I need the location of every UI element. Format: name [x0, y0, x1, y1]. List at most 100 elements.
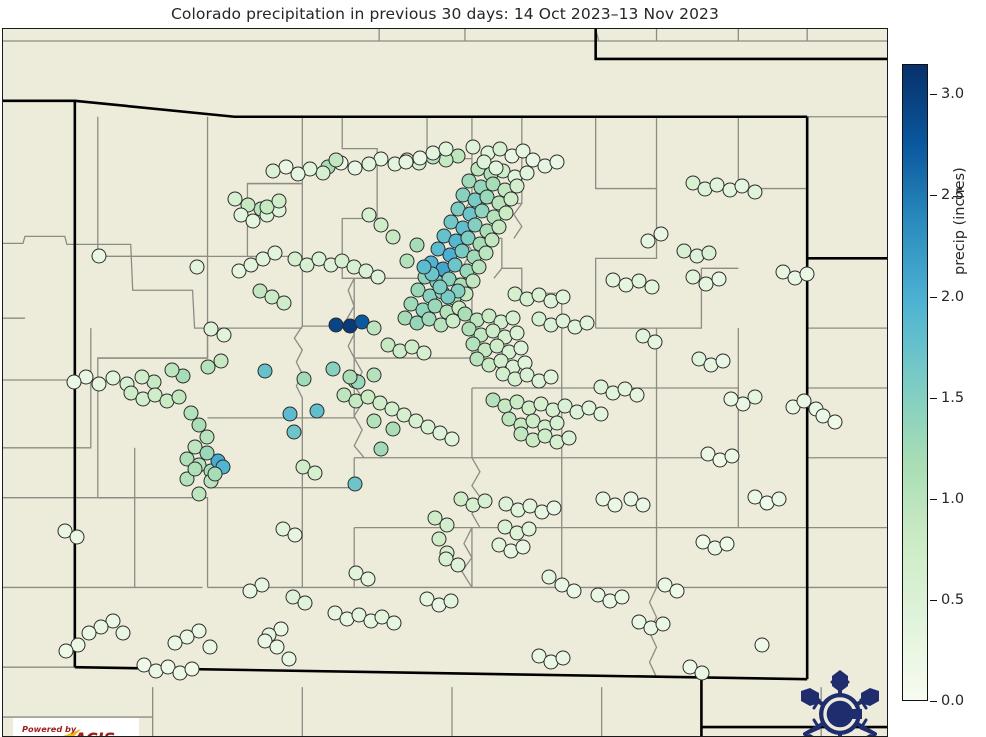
colorbar-tick-label: 3.0 — [941, 86, 965, 103]
station-marker — [509, 325, 525, 341]
station-marker — [416, 259, 432, 275]
state-boundaries — [3, 29, 887, 736]
colorbar-axis-label: precip (inches) — [952, 167, 968, 275]
colorbar-tick-label: 0.0 — [941, 693, 965, 709]
station-marker — [488, 160, 504, 176]
station-marker — [799, 266, 815, 282]
station-marker — [827, 414, 843, 430]
station-marker — [347, 476, 363, 492]
station-marker — [543, 369, 559, 385]
station-marker — [566, 583, 582, 599]
station-marker — [171, 389, 187, 405]
station-marker — [342, 369, 358, 385]
station-marker — [58, 643, 74, 659]
station-marker — [669, 583, 685, 599]
station-marker — [465, 139, 481, 155]
station-marker — [81, 625, 97, 641]
station-marker — [629, 387, 645, 403]
station-marker — [267, 245, 283, 261]
station-marker — [287, 527, 303, 543]
station-marker — [297, 595, 313, 611]
station-marker — [431, 531, 447, 547]
station-marker — [432, 279, 448, 295]
station-marker — [561, 430, 577, 446]
acis-powered-by: Powered by — [22, 724, 77, 734]
station-marker — [443, 593, 459, 609]
colorbar-tick-0.0 — [930, 701, 937, 702]
colorado-climate-center-snowflake-icon: C — [792, 666, 887, 736]
station-marker — [227, 191, 243, 207]
station-marker — [278, 159, 294, 175]
snowflake-art: C — [801, 670, 879, 736]
station-marker — [328, 152, 344, 168]
station-marker — [723, 391, 739, 407]
acis-logo: Powered by ACIS Regional Climate Centers — [13, 718, 139, 737]
station-marker — [491, 219, 507, 235]
station-marker — [216, 327, 232, 343]
station-marker — [685, 269, 701, 285]
station-marker — [386, 615, 402, 631]
station-marker — [546, 500, 562, 516]
station-marker — [465, 273, 481, 289]
station-marker — [366, 367, 382, 383]
station-marker — [183, 405, 199, 421]
station-marker — [328, 317, 344, 333]
station-marker — [635, 497, 651, 513]
figure-title: Colorado precipitation in previous 30 da… — [171, 5, 719, 23]
station-marker — [370, 269, 386, 285]
station-marker — [115, 625, 131, 641]
station-marker — [307, 465, 323, 481]
colorbar-tick-2.0 — [930, 296, 937, 298]
station-marker — [515, 539, 531, 555]
colorbar-tick-label: 1.0 — [941, 490, 965, 507]
station-marker — [694, 665, 710, 681]
station-marker — [640, 233, 656, 249]
station-marker — [134, 369, 150, 385]
colorbar-tick-label: 1.5 — [941, 389, 965, 406]
colorbar-tick-label: 2.0 — [941, 288, 965, 305]
station-marker — [579, 315, 595, 331]
station-marker — [361, 207, 377, 223]
station-marker — [164, 362, 180, 378]
station-marker — [647, 334, 663, 350]
station-marker — [199, 445, 215, 461]
station-marker — [325, 361, 341, 377]
station-marker — [191, 417, 207, 433]
station-marker — [445, 313, 461, 329]
station-marker — [213, 353, 229, 369]
station-marker — [644, 279, 660, 295]
station-marker — [315, 165, 331, 181]
station-marker — [521, 521, 537, 537]
station-marker — [286, 424, 302, 440]
map-plot-area: Powered by ACIS Regional Climate Centers — [2, 28, 888, 737]
station-marker — [265, 163, 281, 179]
station-marker — [309, 403, 325, 419]
station-marker — [91, 376, 107, 392]
station-marker — [541, 569, 557, 585]
station-marker — [189, 259, 205, 275]
colorbar-tick-3.0 — [930, 94, 937, 96]
station-marker — [296, 371, 312, 387]
station-marker — [290, 166, 306, 182]
colorbar-tick-2.5 — [930, 195, 937, 197]
station-marker — [398, 154, 414, 170]
station-marker — [207, 466, 223, 482]
station-marker — [271, 193, 287, 209]
colorbar-gradient — [902, 64, 928, 701]
acis-brand: ACIS — [72, 729, 115, 737]
station-marker — [281, 651, 297, 667]
station-marker — [91, 248, 107, 264]
station-marker — [754, 637, 770, 653]
station-marker — [477, 493, 493, 509]
station-marker — [653, 226, 669, 242]
station-marker — [269, 639, 285, 655]
station-marker — [105, 370, 121, 386]
station-marker — [282, 406, 298, 422]
station-marker — [200, 359, 216, 375]
acis-logo-art: Powered by ACIS Regional Climate Centers — [13, 718, 139, 737]
station-marker — [373, 217, 389, 233]
station-marker — [366, 320, 382, 336]
station-marker — [439, 517, 455, 533]
station-marker — [593, 406, 609, 422]
station-marker — [360, 571, 376, 587]
